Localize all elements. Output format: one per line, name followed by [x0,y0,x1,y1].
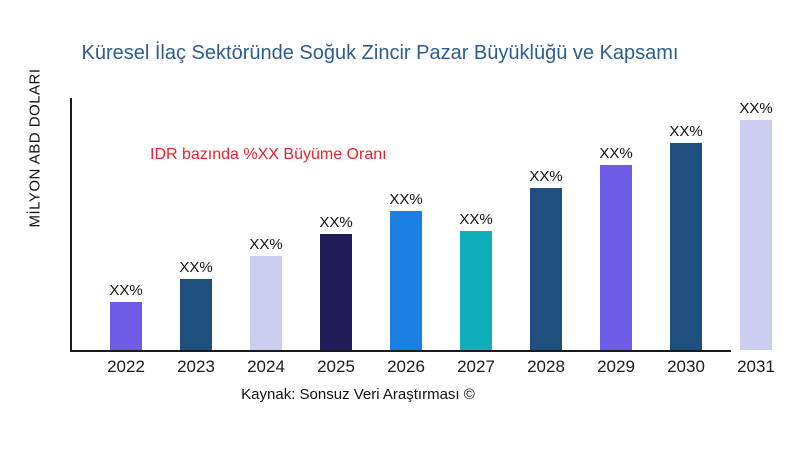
bar-2026 [390,211,422,350]
bar-2030 [670,143,702,350]
bar-value-label-2027: XX% [459,211,493,228]
y-axis-line [70,98,72,352]
bar-2025 [320,234,352,350]
x-tick-label-2025: 2025 [317,357,355,376]
bar-2027 [460,231,492,350]
bar-value-label-2026: XX% [389,191,423,208]
bar-value-label-2023: XX% [179,259,213,276]
y-axis-label: MİLYON ABD DOLARI [26,68,44,228]
bar-2028 [530,188,562,350]
source-text: Kaynak: Sonsuz Veri Araştırması © [241,386,475,403]
bar-value-label-2031: XX% [739,100,773,117]
bar-value-label-2029: XX% [599,145,633,162]
bar-2022 [110,302,142,350]
x-tick-label-2030: 2030 [667,357,705,376]
bar-2024 [250,256,282,350]
bar-value-label-2025: XX% [319,214,353,231]
bar-2023 [180,279,212,350]
x-axis-line [70,350,731,352]
chart-title: Küresel İlaç Sektöründe Soğuk Zincir Paz… [81,42,679,64]
x-tick-label-2023: 2023 [177,357,215,376]
x-tick-label-2027: 2027 [457,357,495,376]
bar-value-label-2030: XX% [669,123,703,140]
bar-value-label-2024: XX% [249,236,283,253]
x-tick-label-2029: 2029 [597,357,635,376]
bar-2031 [740,120,772,350]
x-tick-label-2028: 2028 [527,357,565,376]
x-tick-label-2022: 2022 [107,357,145,376]
bar-value-label-2028: XX% [529,168,563,185]
bar-2029 [600,165,632,350]
x-tick-label-2024: 2024 [247,357,285,376]
x-tick-label-2026: 2026 [387,357,425,376]
growth-rate-annotation: IDR bazında %XX Büyüme Oranı [150,146,387,163]
x-tick-label-2031: 2031 [737,357,775,376]
bar-value-label-2022: XX% [109,282,143,299]
